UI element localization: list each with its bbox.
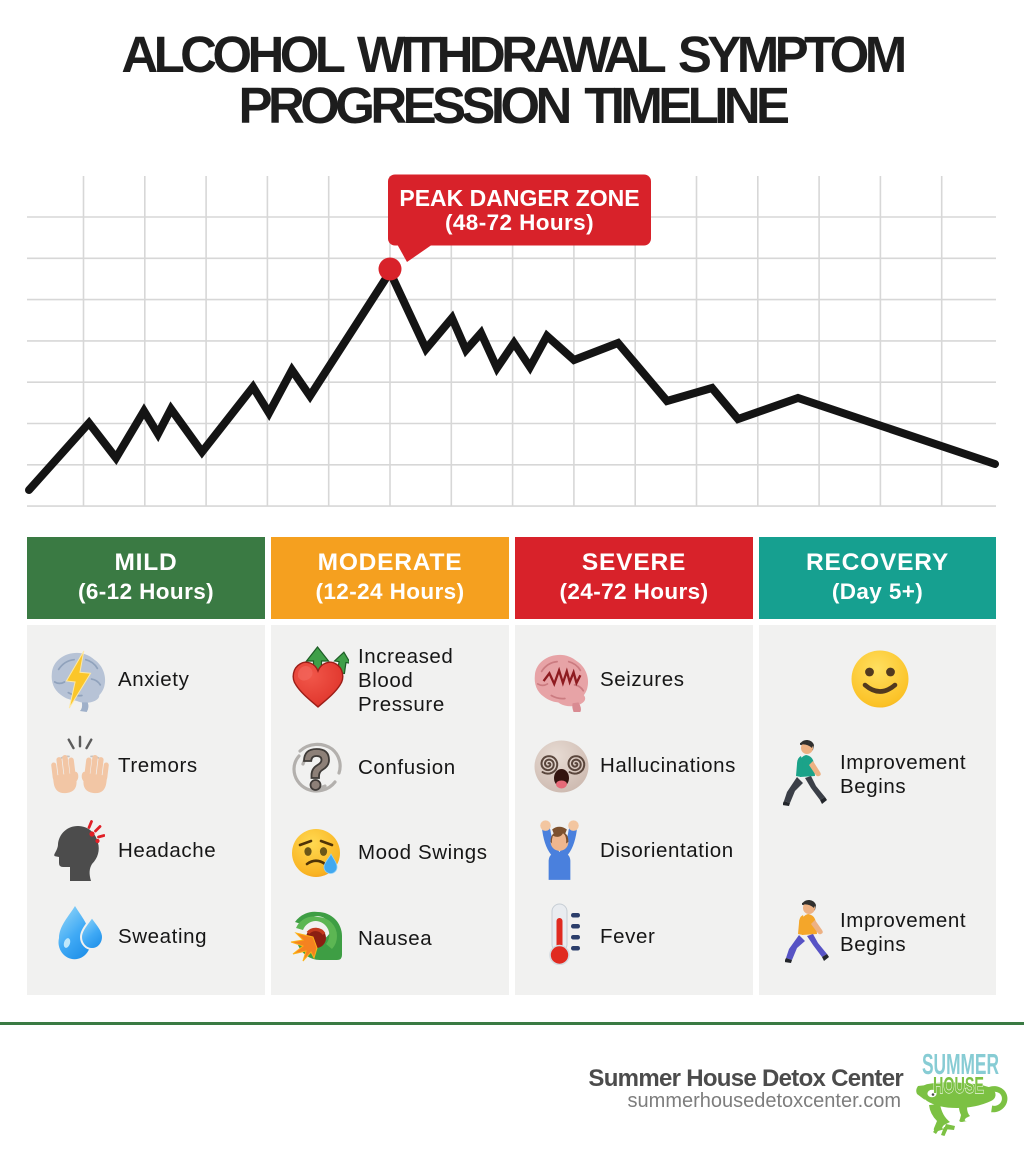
svg-text:(48-72 Hours): (48-72 Hours) xyxy=(445,210,594,235)
svg-text:HOUSE: HOUSE xyxy=(933,1072,984,1098)
svg-text:PEAK DANGER ZONE: PEAK DANGER ZONE xyxy=(399,185,639,211)
svg-text:SUMMER: SUMMER xyxy=(922,1049,999,1081)
